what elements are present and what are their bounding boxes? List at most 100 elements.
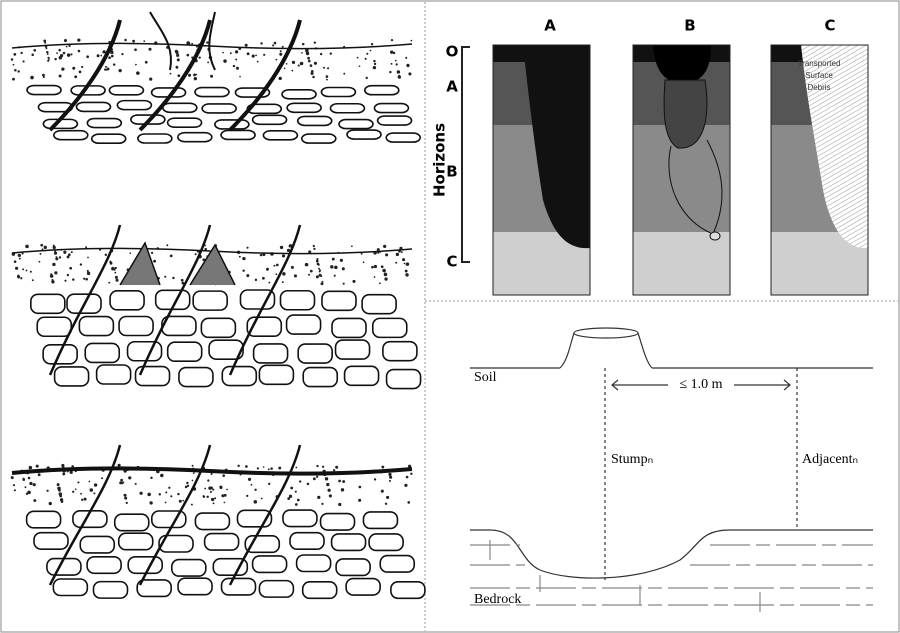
stipple (56, 483, 60, 487)
stipple (31, 279, 34, 282)
stipple (405, 475, 409, 479)
stipple (378, 282, 381, 285)
stipple (410, 472, 413, 476)
stipple (64, 279, 67, 282)
stipple (114, 271, 117, 274)
soil-profiles: Transported Surface Debris (492, 44, 869, 296)
stipple (390, 62, 393, 65)
stipple (291, 69, 294, 72)
stipple (104, 253, 108, 257)
stipple (124, 38, 127, 42)
stipple (169, 254, 173, 258)
stipple (326, 482, 330, 487)
stipple (101, 477, 104, 480)
block (246, 316, 283, 337)
stipple (253, 500, 258, 504)
stipple (30, 75, 34, 80)
block (200, 317, 237, 339)
horizon-layer (633, 232, 730, 295)
stipple (246, 246, 249, 249)
stipple (135, 63, 137, 66)
stipple (385, 253, 389, 257)
stipple (362, 261, 365, 264)
stipple (20, 51, 23, 55)
stipple (384, 502, 388, 505)
stipple (408, 72, 412, 76)
stipple (282, 272, 286, 276)
stipple (89, 488, 94, 492)
block (33, 531, 69, 550)
stipple (297, 64, 300, 67)
stipple (388, 479, 391, 482)
stipple (380, 265, 384, 269)
stipple (256, 60, 259, 63)
stipple (313, 61, 317, 65)
stipple (48, 501, 52, 506)
stipple (366, 52, 369, 55)
stipple (17, 70, 20, 73)
blob (663, 79, 708, 149)
stipple (72, 66, 76, 70)
adjacent-label: Adjacentₙ (802, 452, 858, 467)
block (363, 84, 400, 96)
stipple (194, 253, 197, 256)
stipple (395, 63, 398, 66)
stipple (242, 269, 245, 272)
stipple (17, 275, 21, 279)
stipple (207, 479, 210, 482)
block (170, 558, 207, 577)
stipple (321, 465, 325, 468)
stipple (198, 56, 201, 59)
bedrock-label: Bedrock (474, 592, 521, 607)
block (296, 115, 333, 127)
stipple (207, 61, 210, 64)
stipple (223, 493, 227, 497)
stipple (105, 65, 107, 68)
stipple (408, 464, 412, 468)
stipple (403, 262, 406, 265)
stipple (55, 257, 59, 261)
stipple (169, 72, 172, 75)
stipple (279, 245, 284, 250)
stipple (242, 256, 246, 261)
stipple (380, 489, 384, 493)
stipple (22, 60, 25, 63)
block (385, 132, 422, 143)
stipple (325, 75, 329, 78)
stipple (52, 262, 56, 267)
stipple (281, 45, 284, 48)
stipple (191, 479, 194, 482)
stipple (124, 496, 128, 500)
stipple (18, 257, 21, 260)
stipple (352, 279, 356, 283)
block (346, 129, 382, 140)
block (258, 364, 295, 386)
stipple (247, 477, 252, 481)
stipple (168, 486, 171, 489)
stipple (77, 481, 80, 484)
block (201, 103, 237, 114)
stipple (283, 67, 286, 70)
stipple (407, 65, 410, 68)
stipple (309, 269, 313, 273)
block (301, 581, 338, 600)
block (42, 343, 78, 365)
stipple (410, 39, 413, 42)
stipple (33, 499, 37, 502)
stipple (63, 250, 67, 254)
stipple (238, 255, 241, 258)
stipple (246, 494, 249, 497)
stipple (210, 497, 215, 502)
stipple (288, 244, 292, 248)
stipple (250, 483, 253, 486)
stipple (373, 59, 376, 63)
stipple (58, 256, 62, 259)
root (48, 19, 122, 132)
stipple (182, 499, 184, 502)
stipple (254, 278, 258, 282)
stipple (342, 282, 345, 285)
stipple (83, 277, 86, 280)
stipple (383, 244, 387, 248)
stipple (13, 489, 16, 492)
stipple (371, 265, 374, 269)
